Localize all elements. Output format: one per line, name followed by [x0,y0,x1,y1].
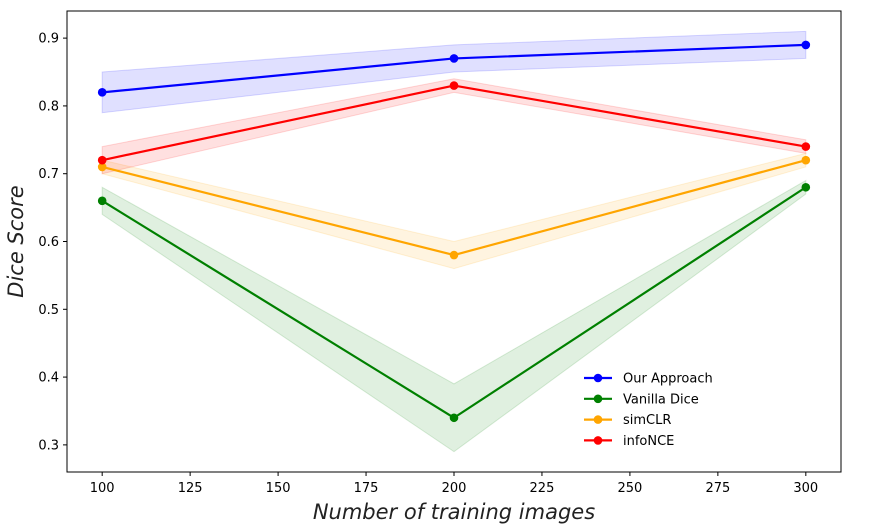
legend-marker [593,373,603,383]
y-tick-label: 0.5 [38,303,59,318]
data-point [801,40,811,50]
x-tick-label: 225 [530,481,555,496]
y-tick-label: 0.8 [38,99,59,114]
data-point [97,162,107,172]
x-tick-label: 175 [354,481,379,496]
y-axis-ticks: 0.3 0.4 0.5 0.6 0.7 0.8 0.9 [38,32,67,453]
x-axis-title: Number of training images [313,500,595,524]
data-point [801,182,811,192]
x-tick-label: 300 [793,481,818,496]
data-point [449,81,459,90]
legend-marker [593,436,603,445]
x-tick-label: 275 [705,481,730,496]
data-point [97,155,107,165]
data-point [801,142,811,151]
y-tick-label: 0.4 [38,371,59,386]
data-point [449,250,459,260]
confidence-band [101,152,807,270]
y-tick-label: 0.6 [38,235,59,250]
x-tick-label: 200 [442,481,467,496]
confidence-band [101,179,807,453]
legend-marker [593,394,603,404]
data-point [449,54,459,63]
data-point [97,88,107,97]
x-tick-label: 125 [178,481,203,496]
legend-label: infoNCE [623,434,674,449]
legend-label: simCLR [623,413,671,428]
x-axis-ticks: 100 125 150 175 200 225 250 275 300 [90,472,818,496]
series-markers [97,40,811,423]
x-tick-label: 100 [90,481,115,496]
confidence-band [101,78,807,175]
data-point [801,155,811,165]
data-point [97,196,107,206]
legend-marker [593,415,603,424]
legend-label: Vanilla Dice [623,392,699,407]
y-tick-label: 0.7 [38,167,59,182]
legend: Our Approach Vanilla Dice simCLR infoNCE [584,372,713,449]
x-tick-label: 250 [617,481,642,496]
legend-label: Our Approach [623,372,713,387]
data-point [449,413,459,423]
y-tick-label: 0.9 [38,32,59,47]
x-tick-label: 150 [266,481,291,496]
y-axis-title: Dice Score [4,185,28,297]
y-tick-label: 0.3 [38,438,59,453]
